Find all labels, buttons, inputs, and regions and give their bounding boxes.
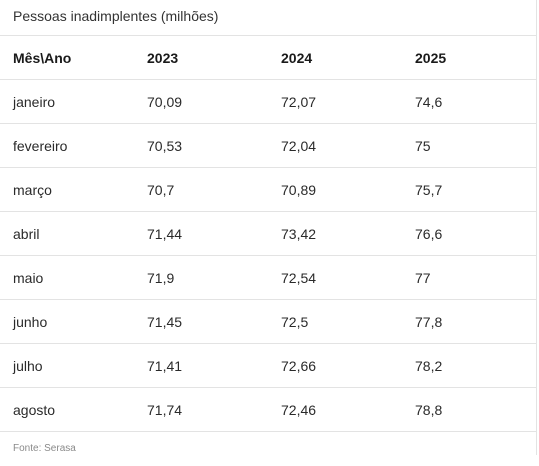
value-2023-cell: 71,44: [134, 211, 268, 256]
month-cell: agosto: [0, 387, 134, 432]
value-2023-cell: 71,45: [134, 299, 268, 344]
month-cell: fevereiro: [0, 123, 134, 168]
column-header-2025: 2025: [402, 36, 537, 80]
month-cell: maio: [0, 255, 134, 300]
table-container: Pessoas inadimplentes (milhões) Mês\Ano …: [0, 0, 537, 455]
data-table: Mês\Ano 2023 2024 2025 janeiro 70,09 72,07…: [0, 36, 537, 432]
value-2023-cell: 70,7: [134, 167, 268, 212]
value-2024-cell: 72,66: [268, 343, 402, 388]
value-2024-cell: 73,42: [268, 211, 402, 256]
value-2024-cell: 72,5: [268, 299, 402, 344]
table-row: maio 71,9 72,54 77: [0, 255, 537, 300]
column-header-2023: 2023: [134, 36, 268, 80]
month-cell: abril: [0, 211, 134, 256]
table-row: agosto 71,74 72,46 78,8: [0, 387, 537, 432]
table-title: Pessoas inadimplentes (milhões): [0, 0, 536, 36]
table-body: janeiro 70,09 72,07 74,6 fevereiro 70,53 72,04…: [0, 79, 537, 432]
value-2025-cell: 75,7: [402, 167, 537, 212]
value-2025-cell: 76,6: [402, 211, 537, 256]
column-header-month-year: Mês\Ano: [0, 36, 134, 80]
table-row: março 70,7 70,89 75,7: [0, 167, 537, 212]
value-2024-cell: 72,46: [268, 387, 402, 432]
value-2025-cell: 77: [402, 255, 537, 300]
value-2023-cell: 71,74: [134, 387, 268, 432]
table-header-row: Mês\Ano 2023 2024 2025: [0, 36, 537, 80]
value-2024-cell: 72,07: [268, 79, 402, 124]
table-row: julho 71,41 72,66 78,2: [0, 343, 537, 388]
table-row: janeiro 70,09 72,07 74,6: [0, 79, 537, 124]
value-2024-cell: 72,54: [268, 255, 402, 300]
table-row: fevereiro 70,53 72,04 75: [0, 123, 537, 168]
value-2023-cell: 71,41: [134, 343, 268, 388]
month-cell: julho: [0, 343, 134, 388]
value-2024-cell: 72,04: [268, 123, 402, 168]
column-header-2024: 2024: [268, 36, 402, 80]
month-cell: junho: [0, 299, 134, 344]
value-2023-cell: 71,9: [134, 255, 268, 300]
value-2024-cell: 70,89: [268, 167, 402, 212]
month-cell: janeiro: [0, 79, 134, 124]
value-2025-cell: 78,2: [402, 343, 537, 388]
table-row: abril 71,44 73,42 76,6: [0, 211, 537, 256]
source-note: Fonte: Serasa: [13, 443, 76, 454]
value-2023-cell: 70,53: [134, 123, 268, 168]
value-2025-cell: 77,8: [402, 299, 537, 344]
value-2023-cell: 70,09: [134, 79, 268, 124]
value-2025-cell: 74,6: [402, 79, 537, 124]
month-cell: março: [0, 167, 134, 212]
value-2025-cell: 78,8: [402, 387, 537, 432]
value-2025-cell: 75: [402, 123, 537, 168]
table-row: junho 71,45 72,5 77,8: [0, 299, 537, 344]
